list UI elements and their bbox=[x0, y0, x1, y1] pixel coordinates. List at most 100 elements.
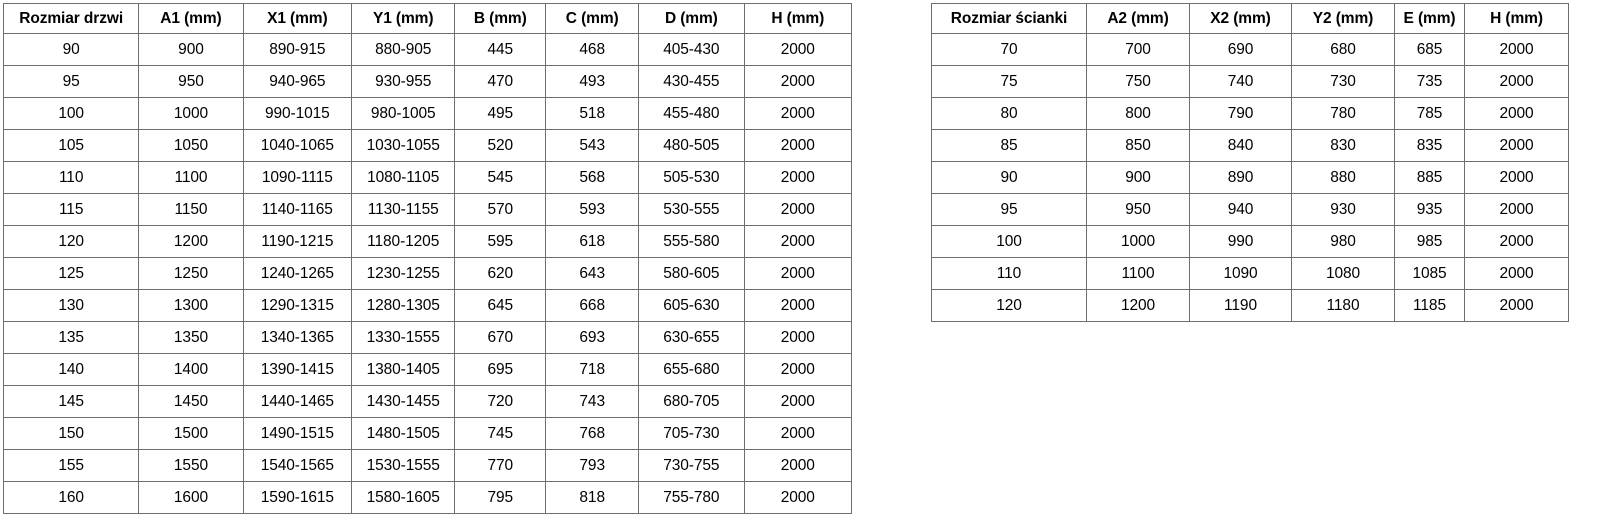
doors-cell-r13-c2: 1540-1565 bbox=[242, 449, 353, 482]
panels-cell-r3-c4: 835 bbox=[1394, 129, 1465, 162]
doors-cell-r7-c5: 643 bbox=[545, 257, 640, 290]
panels-cell-r3-c2: 840 bbox=[1189, 129, 1292, 162]
wall-panel-size-specification-table: Rozmiar ścianki A2 (mm) X2 (mm) Y2 (mm) E (m… bbox=[931, 3, 1569, 322]
doors-cell-r6-c4: 595 bbox=[454, 225, 547, 258]
table-row: 110 1100 1090 1080 1085 2000 bbox=[931, 257, 1569, 290]
panels-cell-r1-c4: 735 bbox=[1394, 65, 1465, 98]
doors-cell-r14-c4: 795 bbox=[454, 481, 547, 514]
table-row: 100 1000 990-1015 980-1005 495 518 455-480 2000 bbox=[2, 97, 853, 130]
panels-cell-r4-c1: 900 bbox=[1086, 161, 1190, 194]
doors-cell-r13-c3: 1530-1555 bbox=[351, 449, 456, 482]
doors-cell-r12-c4: 745 bbox=[454, 417, 547, 450]
doors-column-header-0: Rozmiar drzwi bbox=[2, 3, 140, 34]
panels-cell-r6-c2: 990 bbox=[1189, 225, 1292, 258]
table-row: 155 1550 1540-1565 1530-1555 770 793 730-755 20… bbox=[2, 449, 853, 482]
doors-cell-r10-c6: 655-680 bbox=[638, 353, 745, 386]
doors-cell-r3-c6: 480-505 bbox=[638, 129, 745, 162]
doors-cell-r3-c7: 2000 bbox=[743, 129, 853, 162]
doors-cell-r12-c2: 1490-1515 bbox=[242, 417, 353, 450]
doors-cell-r0-c1: 900 bbox=[138, 33, 244, 66]
doors-cell-r10-c7: 2000 bbox=[743, 353, 853, 386]
table-row: 85 850 840 830 835 2000 bbox=[931, 129, 1569, 162]
doors-cell-r10-c3: 1380-1405 bbox=[351, 353, 456, 386]
doors-cell-r0-c6: 405-430 bbox=[638, 33, 745, 66]
doors-cell-r14-c0: 160 bbox=[2, 481, 140, 514]
table-row: 95 950 940-965 930-955 470 493 430-455 2000 bbox=[2, 65, 853, 98]
panels-cell-r5-c4: 935 bbox=[1394, 193, 1465, 226]
table-row: 115 1150 1140-1165 1130-1155 570 593 530-555 20… bbox=[2, 193, 853, 226]
table-row: 90 900 890 880 885 2000 bbox=[931, 161, 1569, 194]
doors-cell-r2-c1: 1000 bbox=[138, 97, 244, 130]
doors-cell-r11-c6: 680-705 bbox=[638, 385, 745, 418]
doors-cell-r7-c7: 2000 bbox=[743, 257, 853, 290]
doors-cell-r5-c1: 1150 bbox=[138, 193, 244, 226]
doors-cell-r0-c2: 890-915 bbox=[242, 33, 353, 66]
doors-cell-r10-c4: 695 bbox=[454, 353, 547, 386]
panels-cell-r0-c0: 70 bbox=[931, 33, 1087, 66]
panels-cell-r2-c3: 780 bbox=[1291, 97, 1395, 130]
panels-table-head: Rozmiar ścianki A2 (mm) X2 (mm) Y2 (mm) E (m… bbox=[931, 3, 1569, 34]
panels-cell-r6-c0: 100 bbox=[931, 225, 1087, 258]
doors-cell-r10-c2: 1390-1415 bbox=[242, 353, 353, 386]
doors-cell-r13-c0: 155 bbox=[2, 449, 140, 482]
doors-cell-r1-c7: 2000 bbox=[743, 65, 853, 98]
doors-cell-r13-c6: 730-755 bbox=[638, 449, 745, 482]
doors-cell-r13-c7: 2000 bbox=[743, 449, 853, 482]
doors-cell-r7-c6: 580-605 bbox=[638, 257, 745, 290]
panels-cell-r8-c0: 120 bbox=[931, 289, 1087, 322]
doors-cell-r5-c5: 593 bbox=[545, 193, 640, 226]
doors-cell-r9-c6: 630-655 bbox=[638, 321, 745, 354]
doors-cell-r9-c7: 2000 bbox=[743, 321, 853, 354]
doors-cell-r3-c0: 105 bbox=[2, 129, 140, 162]
doors-cell-r0-c0: 90 bbox=[2, 33, 140, 66]
doors-cell-r3-c4: 520 bbox=[454, 129, 547, 162]
doors-cell-r1-c4: 470 bbox=[454, 65, 547, 98]
panels-cell-r5-c1: 950 bbox=[1086, 193, 1190, 226]
doors-cell-r8-c5: 668 bbox=[545, 289, 640, 322]
panels-cell-r2-c5: 2000 bbox=[1464, 97, 1569, 130]
doors-cell-r1-c6: 430-455 bbox=[638, 65, 745, 98]
panels-cell-r6-c5: 2000 bbox=[1464, 225, 1569, 258]
doors-cell-r14-c7: 2000 bbox=[743, 481, 853, 514]
doors-column-header-4: B (mm) bbox=[454, 3, 547, 34]
panels-cell-r8-c4: 1185 bbox=[1394, 289, 1465, 322]
doors-cell-r5-c7: 2000 bbox=[743, 193, 853, 226]
doors-table-container: Rozmiar drzwi A1 (mm) X1 (mm) Y1 (mm) B (mm)… bbox=[2, 3, 853, 514]
doors-cell-r1-c0: 95 bbox=[2, 65, 140, 98]
panels-cell-r7-c1: 1100 bbox=[1086, 257, 1190, 290]
panels-cell-r1-c5: 2000 bbox=[1464, 65, 1569, 98]
panels-cell-r7-c0: 110 bbox=[931, 257, 1087, 290]
doors-cell-r10-c0: 140 bbox=[2, 353, 140, 386]
panels-column-header-2: X2 (mm) bbox=[1189, 3, 1292, 34]
doors-cell-r2-c0: 100 bbox=[2, 97, 140, 130]
panels-cell-r5-c2: 940 bbox=[1189, 193, 1292, 226]
doors-cell-r0-c4: 445 bbox=[454, 33, 547, 66]
table-row: 160 1600 1590-1615 1580-1605 795 818 755-780 20… bbox=[2, 481, 853, 514]
doors-cell-r0-c7: 2000 bbox=[743, 33, 853, 66]
doors-cell-r6-c0: 120 bbox=[2, 225, 140, 258]
table-row: 70 700 690 680 685 2000 bbox=[931, 33, 1569, 66]
doors-cell-r2-c7: 2000 bbox=[743, 97, 853, 130]
doors-table-body: 90 900 890-915 880-905 445 468 405-430 2000 95 95… bbox=[2, 33, 853, 514]
doors-cell-r12-c6: 705-730 bbox=[638, 417, 745, 450]
doors-cell-r2-c3: 980-1005 bbox=[351, 97, 456, 130]
doors-cell-r6-c2: 1190-1215 bbox=[242, 225, 353, 258]
panels-table-body: 70 700 690 680 685 2000 75 750 740 730 735 2000 80 80… bbox=[931, 33, 1569, 322]
doors-cell-r8-c3: 1280-1305 bbox=[351, 289, 456, 322]
table-row: 120 1200 1190 1180 1185 2000 bbox=[931, 289, 1569, 322]
table-row: 75 750 740 730 735 2000 bbox=[931, 65, 1569, 98]
panels-cell-r7-c3: 1080 bbox=[1291, 257, 1395, 290]
doors-cell-r11-c2: 1440-1465 bbox=[242, 385, 353, 418]
panels-cell-r1-c3: 730 bbox=[1291, 65, 1395, 98]
doors-column-header-1: A1 (mm) bbox=[138, 3, 244, 34]
table-row: 80 800 790 780 785 2000 bbox=[931, 97, 1569, 130]
panels-cell-r4-c5: 2000 bbox=[1464, 161, 1569, 194]
doors-cell-r14-c3: 1580-1605 bbox=[351, 481, 456, 514]
panels-column-header-5: H (mm) bbox=[1464, 3, 1569, 34]
doors-cell-r2-c4: 495 bbox=[454, 97, 547, 130]
doors-cell-r11-c4: 720 bbox=[454, 385, 547, 418]
panels-cell-r5-c5: 2000 bbox=[1464, 193, 1569, 226]
panels-cell-r1-c2: 740 bbox=[1189, 65, 1292, 98]
panels-cell-r4-c3: 880 bbox=[1291, 161, 1395, 194]
